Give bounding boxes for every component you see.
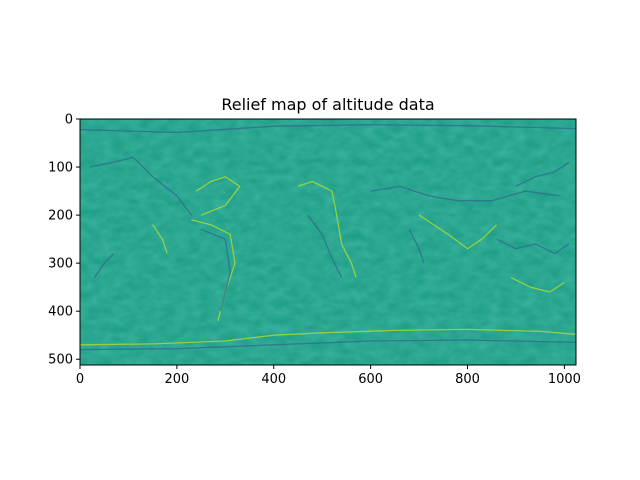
relief-edge — [515, 161, 570, 187]
relief-edge — [370, 185, 560, 202]
y-axis: 0 100 200 300 400 500 — [48, 113, 80, 368]
y-tick-label: 200 — [48, 209, 73, 224]
x-axis: 0 200 400 600 800 1000 — [76, 365, 581, 387]
x-tick-label: 1000 — [548, 372, 581, 387]
y-tick-label: 0 — [65, 113, 73, 128]
x-tick-label: 0 — [76, 372, 84, 387]
y-tick-label: 300 — [48, 257, 73, 272]
y-tick-label: 400 — [48, 305, 73, 320]
plot-frame — [79, 118, 577, 366]
x-tick-label: 600 — [358, 372, 383, 387]
relief-edge — [89, 156, 192, 216]
x-tick-label: 400 — [261, 372, 286, 387]
x-tick-label: 800 — [455, 372, 480, 387]
plot-area — [80, 119, 576, 365]
relief-edge — [297, 180, 357, 278]
relief-edge — [510, 277, 565, 293]
relief-edge — [408, 229, 425, 264]
x-tick-label: 200 — [164, 372, 189, 387]
relief-edge — [195, 176, 241, 216]
relief-edge — [496, 238, 570, 255]
relief-edge — [200, 228, 231, 312]
relief-edge — [418, 214, 498, 250]
relief-edge — [80, 124, 576, 134]
relief-edge — [80, 328, 576, 346]
relief-edge — [152, 224, 168, 254]
relief-edge — [307, 214, 343, 278]
relief-edge — [80, 339, 576, 351]
y-tick-label: 500 — [48, 353, 73, 368]
chart-title: Relief map of altitude data — [221, 95, 434, 114]
y-tick-label: 100 — [48, 161, 73, 176]
relief-edge — [93, 253, 115, 278]
relief-features — [80, 124, 576, 351]
